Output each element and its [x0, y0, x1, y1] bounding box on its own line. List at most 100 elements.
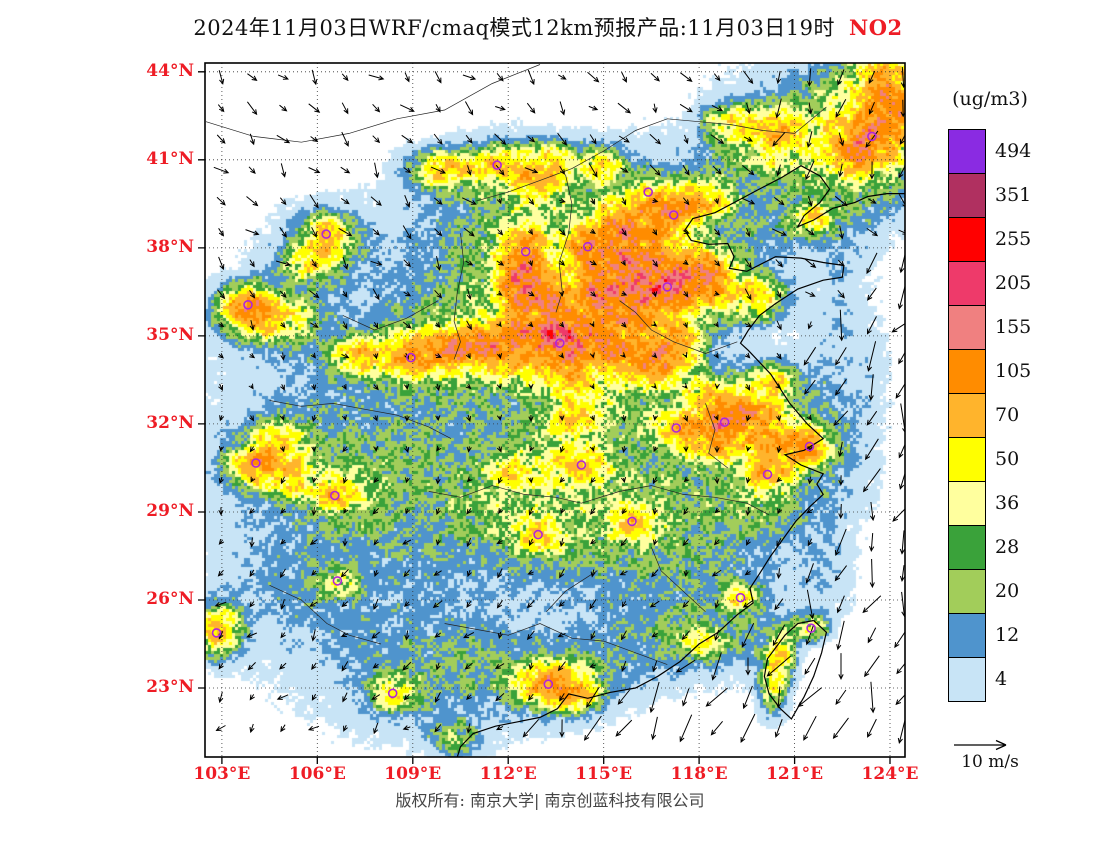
city-marker: [492, 160, 502, 170]
city-marker: [211, 628, 222, 638]
city-marker: [330, 490, 340, 501]
taiwan-coastline: [763, 619, 828, 720]
city-marker: [806, 623, 816, 634]
province-border: [705, 403, 729, 469]
province-border: [453, 233, 465, 360]
province-border: [619, 300, 738, 354]
colorbar-swatch: [948, 525, 986, 570]
colorbar-row: 4: [948, 657, 1031, 702]
colorbar-row: 155: [948, 305, 1031, 350]
map-overlay: [198, 62, 906, 764]
city-marker: [671, 423, 682, 433]
map-frame: [204, 62, 906, 758]
city-marker: [554, 338, 565, 349]
province-border: [269, 400, 452, 439]
colorbar-row: 20: [948, 569, 1031, 614]
wind-vectors: [213, 66, 905, 745]
province-border: [555, 174, 573, 313]
city-marker: [251, 458, 261, 468]
city-marker: [406, 352, 416, 363]
colorbar-swatch: [948, 129, 986, 174]
city-marker: [243, 300, 253, 310]
colorbar-row: 36: [948, 481, 1031, 526]
lat-tick-label: 44°N: [146, 60, 194, 81]
city-marker: [332, 576, 343, 586]
concentration-field-canvas: [205, 63, 905, 757]
colorbar-level-label: 4: [995, 668, 1008, 690]
lat-tick-label: 29°N: [146, 500, 194, 521]
colorbar-row: 105: [948, 349, 1031, 394]
city-marker: [533, 529, 543, 540]
colorbar-level-label: 28: [995, 536, 1020, 558]
lon-tick-label: 121°E: [766, 764, 824, 784]
colorbar-level-label: 70: [995, 404, 1020, 426]
lon-tick-label: 112°E: [479, 764, 537, 784]
colorbar-level-label: 205: [995, 272, 1032, 294]
colorbar-units-label: (ug/m3): [952, 88, 1028, 110]
colorbar-swatch: [948, 393, 986, 438]
colorbar-row: 255: [948, 217, 1031, 262]
province-border: [476, 106, 827, 202]
colorbar-row: 70: [948, 393, 1031, 438]
city-marker: [719, 417, 730, 428]
lat-tick-label: 32°N: [146, 412, 194, 433]
colorbar-level-label: 50: [995, 448, 1020, 470]
province-border: [546, 570, 598, 612]
title-text: 2024年11月03日WRF/cmaq模式12km预报产品:11月03日19时: [193, 16, 836, 40]
colorbar-swatch: [948, 261, 986, 306]
colorbar-row: 28: [948, 525, 1031, 570]
colorbar-level-label: 351: [995, 184, 1032, 206]
lat-tick-label: 41°N: [146, 148, 194, 169]
lon-tick-label: 109°E: [384, 764, 442, 784]
colorbar-row: 50: [948, 437, 1031, 482]
city-marker: [668, 210, 679, 220]
colorbar-swatch: [948, 217, 986, 262]
city-marker: [321, 229, 331, 239]
lon-tick-label: 118°E: [670, 764, 728, 784]
province-border: [342, 300, 439, 331]
colorbar-level-label: 494: [995, 140, 1032, 162]
colorbar-level-label: 255: [995, 228, 1032, 250]
colorbar-row: 12: [948, 613, 1031, 658]
city-marker: [662, 282, 673, 292]
copyright-footer: 版权所有: 南京大学| 南京创蓝科技有限公司: [395, 791, 705, 810]
colorbar-row: 494: [948, 129, 1031, 174]
title-variable: NO2: [849, 15, 903, 40]
colorbar-row: 351: [948, 173, 1031, 218]
axis-ticks: [198, 71, 891, 764]
city-marker: [520, 246, 531, 257]
wind-reference-label: 10 m/s: [961, 752, 1019, 772]
province-border: [428, 485, 770, 516]
colorbar-swatch: [948, 569, 986, 614]
lat-tick-label: 38°N: [146, 236, 194, 257]
colorbar-swatch: [948, 437, 986, 482]
city-marker: [804, 441, 815, 452]
colorbar-swatch: [948, 481, 986, 526]
province-border: [269, 584, 382, 645]
lat-tick-label: 26°N: [146, 589, 194, 609]
city-marker: [762, 469, 773, 480]
figure-title: 2024年11月03日WRF/cmaq模式12km预报产品:11月03日19时 N…: [0, 12, 1096, 42]
city-marker: [643, 187, 654, 197]
city-marker: [576, 460, 587, 470]
grid-lines: [205, 63, 905, 757]
lon-tick-label: 115°E: [575, 764, 633, 784]
colorbar-level-label: 155: [995, 316, 1032, 338]
lat-tick-label: 23°N: [146, 677, 194, 698]
lon-tick-label: 106°E: [288, 764, 346, 784]
city-marker: [387, 688, 398, 699]
colorbar-level-label: 12: [995, 624, 1020, 646]
city-marker: [867, 131, 877, 142]
colorbar-level-label: 36: [995, 492, 1020, 514]
colorbar-swatch: [948, 173, 986, 218]
lon-tick-label: 124°E: [861, 764, 919, 784]
city-marker: [735, 592, 746, 603]
colorbar-swatch: [948, 657, 986, 702]
colorbar-level-label: 105: [995, 360, 1032, 382]
city-marker: [627, 516, 637, 527]
city-marker: [543, 679, 554, 690]
colorbar: 494 351 255 205 155 105 70 50 36 28 20 12 4: [948, 129, 1032, 702]
lat-tick-label: 35°N: [146, 324, 194, 345]
colorbar-swatch: [948, 349, 986, 394]
